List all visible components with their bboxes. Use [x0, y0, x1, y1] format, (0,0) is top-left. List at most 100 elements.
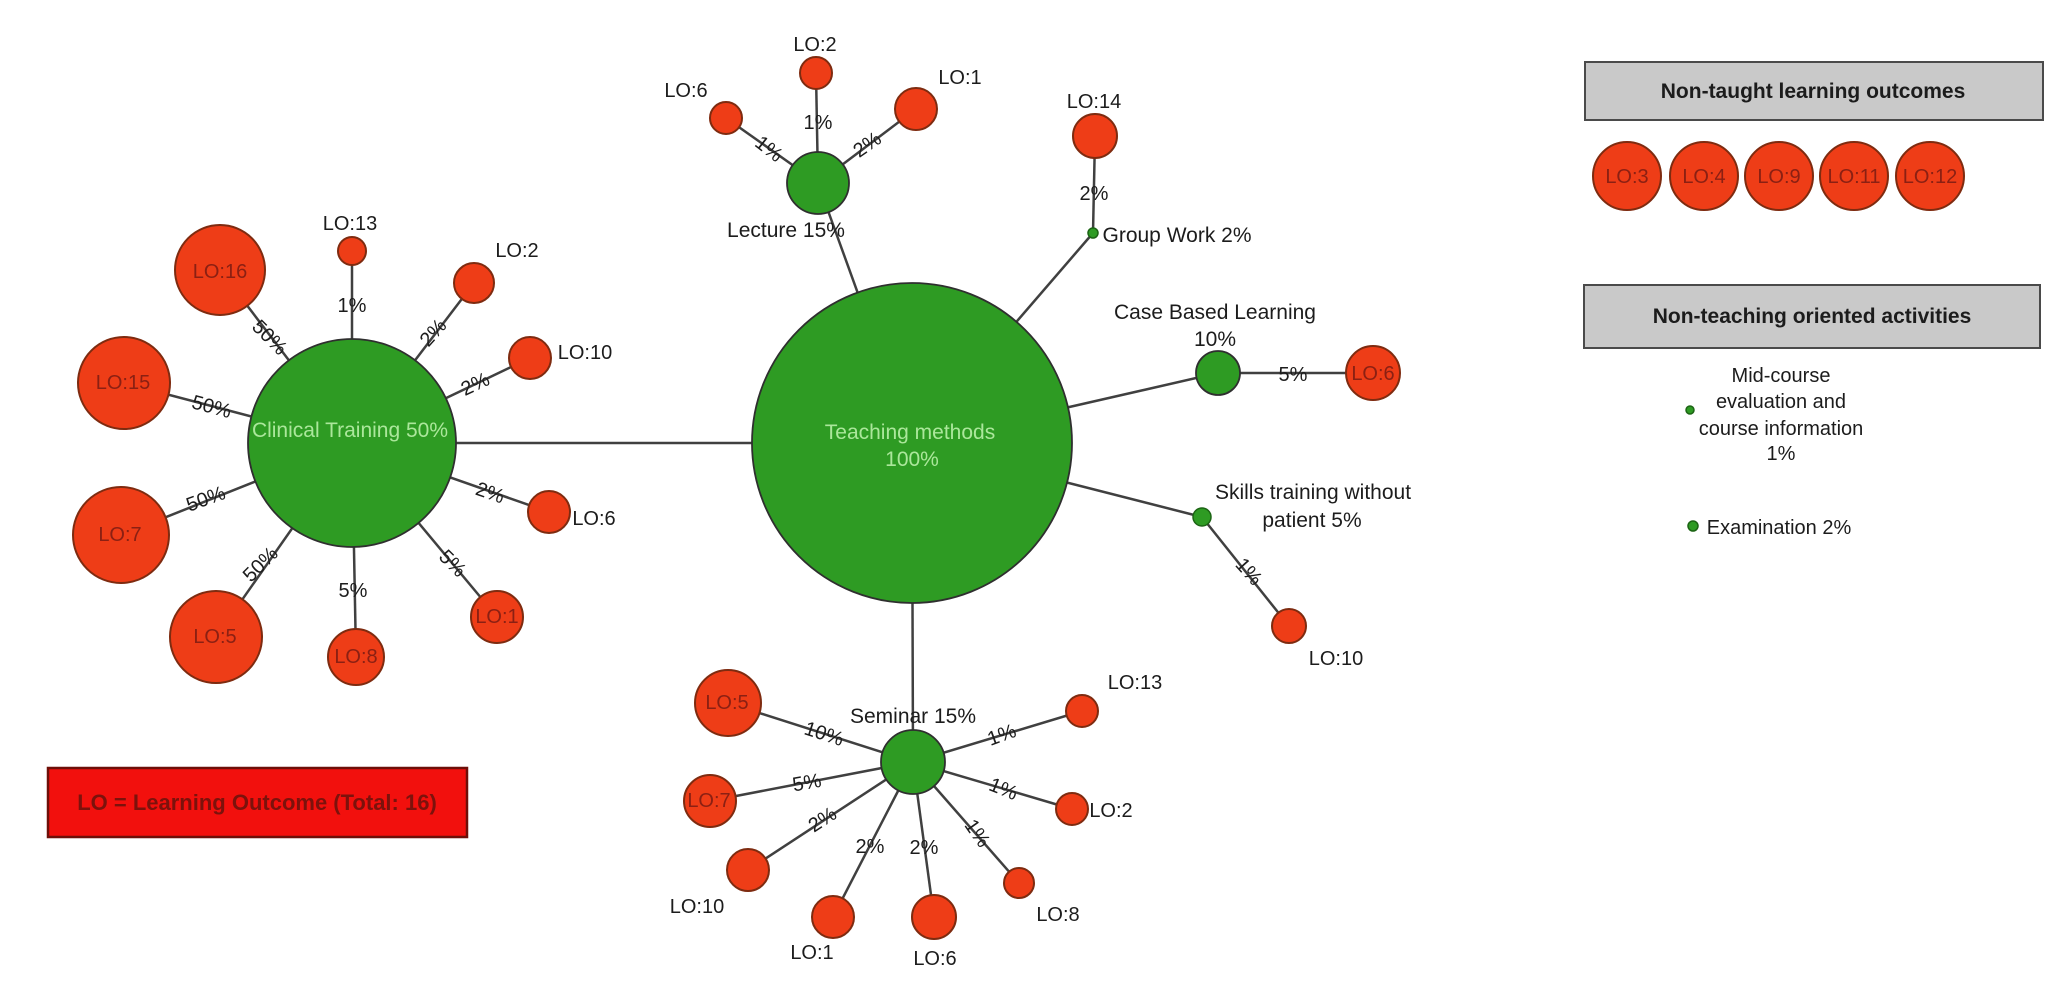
legend-outcome-label-0: LO:3: [1605, 166, 1648, 188]
legend-outcome-label-2: LO:9: [1757, 166, 1800, 188]
outcome-node-lecture-lo2: [799, 56, 833, 90]
edge-pct-groupwork-lo14: 2%: [1080, 183, 1109, 205]
outcome-label-clinical-lo7: LO:7: [98, 524, 141, 546]
edge-pct-clinical-lo10: 2%: [458, 368, 494, 400]
outcome-node-clinical-lo8: [327, 628, 385, 686]
mid-course-dot: [1685, 405, 1695, 415]
mid-course-label: 1%: [1767, 443, 1796, 465]
legend-non-teaching-box: [1583, 284, 2041, 349]
outcome-label-groupwork-lo14: LO:14: [1067, 91, 1121, 113]
outcome-node-clinical-lo6: [527, 490, 571, 534]
legend-outcome-label-1: LO:4: [1682, 166, 1725, 188]
outcome-label-lecture-lo1: LO:1: [938, 67, 981, 89]
outcome-node-seminar-lo7: [683, 774, 737, 828]
outcome-label-clinical-lo13: LO:13: [323, 213, 377, 235]
edge-pct-lecture-lo1: 2%: [849, 128, 885, 163]
edge-pct-clinical-lo6: 2%: [473, 478, 508, 508]
method-node-teaching-methods: [751, 282, 1073, 604]
legend-non-teaching-title: Non-teaching oriented activities: [1653, 305, 1972, 328]
method-label-case-based-learning: Case Based Learning: [1114, 301, 1316, 324]
edge-pct-seminar-lo5: 10%: [801, 718, 846, 751]
method-node-skills-training: [1192, 507, 1212, 527]
edge-pct-lecture-lo6: 1%: [751, 132, 787, 167]
method-node-lecture: [786, 151, 850, 215]
edge-pct-clinical-lo8: 5%: [339, 580, 368, 602]
outcome-label-clinical-lo10: LO:10: [558, 342, 612, 364]
outcome-node-clinical-lo10: [508, 336, 552, 380]
outcome-node-seminar-lo6: [911, 894, 957, 940]
outcome-node-seminar-lo10: [726, 848, 770, 892]
outcome-label-seminar-lo6: LO:6: [913, 948, 956, 970]
legend-non-teaching: Non-teaching oriented activities Mid-cour…: [1583, 284, 2041, 539]
lo-note-box: [46, 766, 469, 839]
outcome-label-seminar-lo10: LO:10: [670, 896, 724, 918]
outcome-node-seminar-lo13: [1065, 694, 1099, 728]
edge-pct-clinical-lo15: 50%: [189, 391, 234, 423]
method-node-case-based-learning: [1195, 350, 1241, 396]
outcome-label-clinical-lo16: LO:16: [193, 261, 247, 283]
outcome-label-lecture-lo2: LO:2: [793, 34, 836, 56]
outcome-label-clinical-lo15: LO:15: [96, 372, 150, 394]
outcome-label-seminar-lo8: LO:8: [1036, 904, 1079, 926]
edge-pct-seminar-lo1: 2%: [856, 836, 885, 858]
legend-outcome-node-2: [1744, 141, 1814, 211]
method-label-case-based-learning: 10%: [1194, 328, 1236, 351]
outcome-label-skills-lo10: LO:10: [1309, 648, 1363, 670]
outcome-label-seminar-lo7: LO:7: [687, 790, 730, 812]
nodes-layer: [72, 56, 1401, 940]
outcome-label-clinical-lo8: LO:8: [334, 646, 377, 668]
edge-pct-clinical-lo7: 50%: [183, 482, 228, 516]
outcome-label-lecture-lo6: LO:6: [664, 80, 707, 102]
outcome-label-clinical-lo2: LO:2: [495, 240, 538, 262]
edge-pct-casebased-lo6: 5%: [1279, 364, 1308, 386]
examination-label: Examination 2%: [1707, 517, 1852, 539]
edge-pct-lecture-lo2: 1%: [804, 112, 833, 134]
outcome-label-seminar-lo13: LO:13: [1108, 672, 1162, 694]
edge-pct-seminar-lo13: 1%: [985, 720, 1020, 751]
edge-skills-lo10: [1201, 516, 1290, 627]
mid-course-label: course information: [1699, 418, 1864, 440]
edge-pct-clinical-lo13: 1%: [338, 295, 367, 317]
method-label-clinical-training: Clinical Training 50%: [252, 419, 448, 442]
outcome-node-clinical-lo5: [169, 590, 263, 684]
method-label-lecture: Lecture 15%: [727, 219, 845, 242]
outcome-label-seminar-lo5: LO:5: [705, 692, 748, 714]
outcome-node-casebased-lo6: [1345, 345, 1401, 401]
outcome-node-clinical-lo16: [174, 224, 266, 316]
method-label-seminar: Seminar 15%: [850, 705, 976, 728]
mid-course-label: evaluation and: [1716, 391, 1846, 413]
labels-layer: Teaching methods 100% Clinical Training 50…: [96, 34, 1411, 970]
method-label-teaching-methods: 100%: [885, 448, 939, 471]
legend-outcome-node-4: [1895, 141, 1965, 211]
examination-dot: [1687, 520, 1699, 532]
legend-non-taught-title: Non-taught learning outcomes: [1661, 80, 1966, 103]
method-label-teaching-methods: Teaching methods: [825, 421, 995, 444]
outcome-label-seminar-lo1: LO:1: [790, 942, 833, 964]
outcome-node-seminar-lo2: [1055, 792, 1089, 826]
outcome-node-lecture-lo1: [894, 87, 938, 131]
outcome-label-clinical-lo1: LO:1: [475, 606, 518, 628]
outcome-node-seminar-lo1: [811, 895, 855, 939]
outcome-node-skills-lo10: [1271, 608, 1307, 644]
method-node-group-work: [1087, 227, 1099, 239]
lo-note: LO = Learning Outcome (Total: 16): [46, 766, 469, 839]
method-label-group-work: Group Work 2%: [1103, 224, 1252, 247]
outcome-node-clinical-lo2: [453, 262, 495, 304]
outcome-node-clinical-lo7: [72, 486, 170, 584]
outcome-node-seminar-lo5: [694, 669, 762, 737]
outcome-label-seminar-lo2: LO:2: [1089, 800, 1132, 822]
outcome-label-clinical-lo6: LO:6: [572, 508, 615, 530]
mid-course-label: Mid-course: [1732, 365, 1831, 387]
lo-note-label: LO = Learning Outcome (Total: 16): [77, 790, 437, 815]
legend-outcome-node-3: [1819, 141, 1889, 211]
legend-non-taught: Non-taught learning outcomes LO:3 LO:4 LO:9…: [1584, 61, 2044, 211]
outcome-node-seminar-lo8: [1003, 867, 1035, 899]
legend-outcome-label-4: LO:12: [1903, 166, 1957, 188]
outcome-label-casebased-lo6: LO:6: [1351, 363, 1394, 385]
legend-outcome-node-0: [1592, 141, 1662, 211]
legend-outcome-label-3: LO:11: [1828, 166, 1881, 188]
edge-pct-clinical-lo1: 5%: [434, 546, 470, 582]
outcome-node-clinical-lo13: [337, 236, 367, 266]
